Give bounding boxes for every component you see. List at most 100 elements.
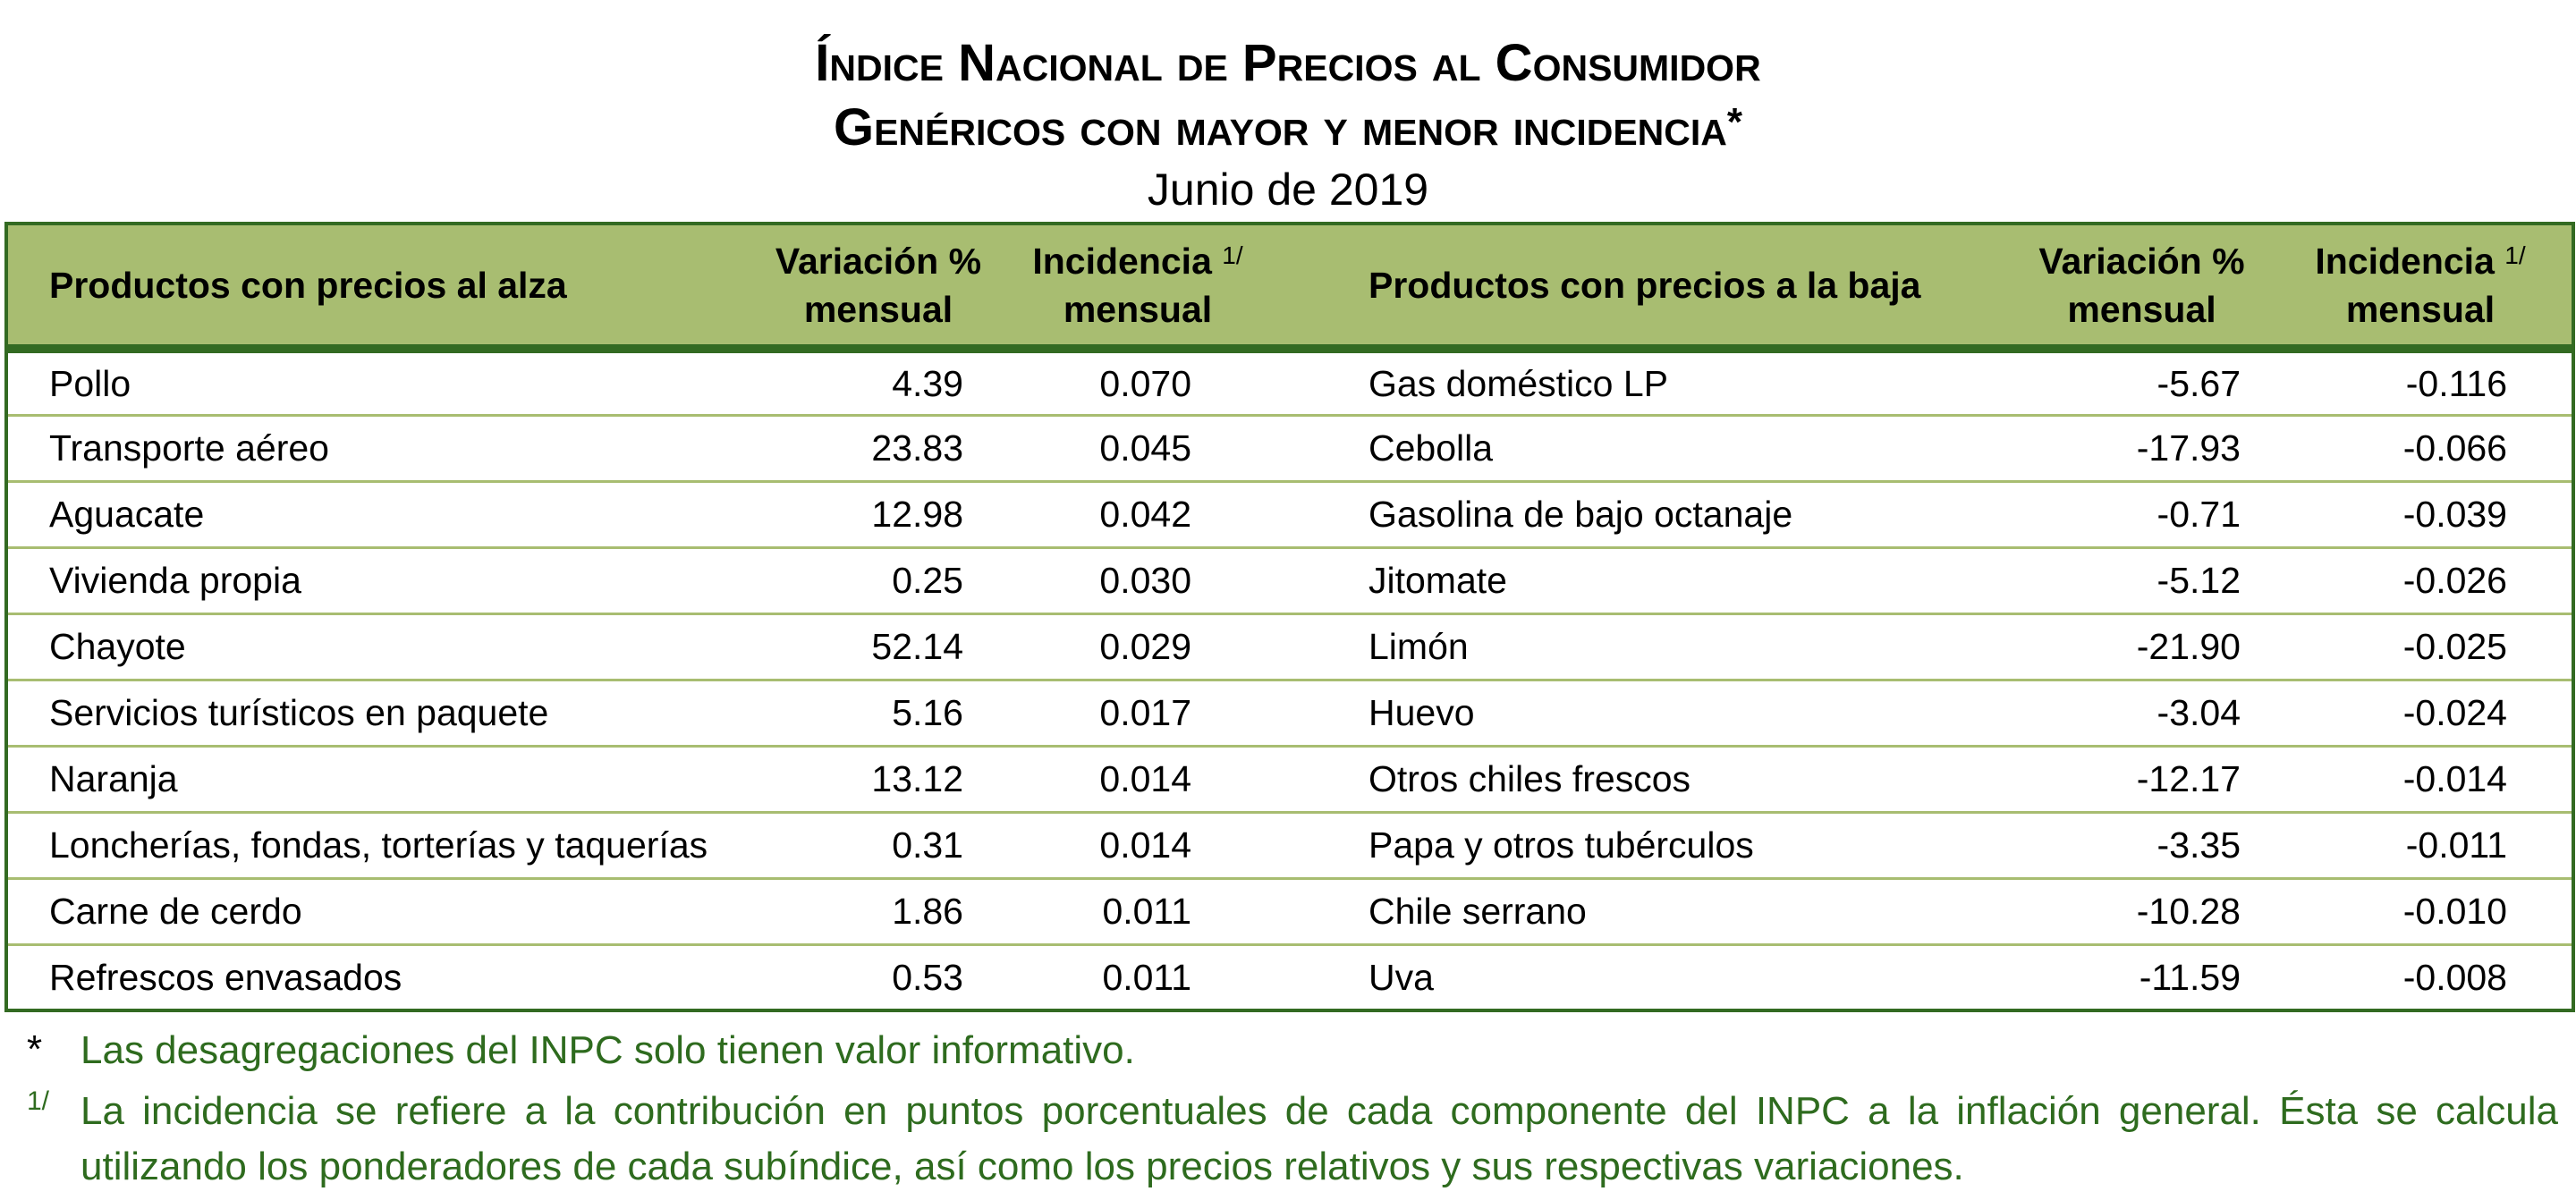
product-up-cell: Chayote — [49, 626, 186, 667]
incidence-down-cell: -0.010 — [2402, 891, 2507, 932]
footnote-incidence: 1/ La incidencia se refiere a la contrib… — [27, 1084, 2558, 1195]
incidence-down-cell: -0.066 — [2402, 427, 2507, 469]
title-line-2-text: Genéricos con mayor y menor incidencia — [833, 98, 1727, 156]
product-down-cell: Limón — [1368, 626, 1469, 667]
variation-down-cell: -10.28 — [2136, 891, 2241, 932]
table-row: Loncherías, fondas, torterías y taquería… — [6, 812, 2573, 878]
header-up-incidence: Incidencia 1/mensual — [986, 224, 1290, 349]
variation-up-cell: 13.12 — [871, 758, 963, 799]
incidence-table: Productos con precios al alza Variación … — [4, 222, 2575, 1012]
header-down-incidence: Incidencia 1/mensual — [2269, 224, 2573, 349]
table-row: Vivienda propia 0.25 0.030 Jitomate -5.12 -0.… — [6, 547, 2573, 613]
footnote-text: Las desagregaciones del INPC solo tienen… — [80, 1028, 1135, 1072]
incidence-down-cell: -0.008 — [2402, 956, 2507, 998]
header-label: mensual — [803, 288, 953, 330]
product-up-cell: Carne de cerdo — [49, 891, 302, 932]
header-label: Incidencia — [1032, 240, 1212, 282]
incidence-down-cell: -0.116 — [2405, 362, 2507, 404]
incidence-up-cell: 0.042 — [1099, 494, 1191, 535]
table-row: Naranja 13.12 0.014 Otros chiles frescos -12… — [6, 746, 2573, 812]
product-down-cell: Otros chiles frescos — [1368, 758, 1690, 799]
title-date: Junio de 2019 — [1147, 165, 1429, 215]
variation-down-cell: -0.71 — [2157, 494, 2241, 535]
product-down-cell: Chile serrano — [1368, 891, 1587, 932]
variation-up-cell: 0.25 — [892, 560, 963, 601]
product-down-cell: Jitomate — [1368, 560, 1507, 601]
table-row: Aguacate 12.98 0.042 Gasolina de bajo octan… — [6, 481, 2573, 547]
footnote-asterisk: * Las desagregaciones del INPC solo tien… — [27, 1023, 2558, 1078]
footnote-text: La incidencia se refiere a la contribuci… — [80, 1089, 2558, 1188]
product-down-cell: Gas doméstico LP — [1368, 362, 1668, 404]
table-row: Carne de cerdo 1.86 0.011 Chile serrano -10.… — [6, 878, 2573, 944]
product-down-cell: Papa y otros tubérculos — [1368, 824, 1754, 866]
incidence-down-cell: -0.025 — [2402, 626, 2507, 667]
incidence-down-cell: -0.039 — [2402, 494, 2507, 535]
product-up-cell: Loncherías, fondas, torterías y taquería… — [49, 824, 708, 866]
table-row: Refrescos envasados 0.53 0.011 Uva -11.59 -0.… — [6, 944, 2573, 1010]
table-row: Servicios turísticos en paquete 5.16 0.017… — [6, 680, 2573, 746]
variation-down-cell: -5.67 — [2157, 362, 2241, 404]
variation-up-cell: 4.39 — [892, 362, 963, 404]
title-line-2: Genéricos con mayor y menor incidencia* — [0, 97, 2576, 159]
variation-down-cell: -3.35 — [2157, 824, 2241, 866]
title-line-1: Índice Nacional de Precios al Consumidor — [815, 34, 1761, 92]
variation-up-cell: 23.83 — [871, 427, 963, 469]
table-header-row: Productos con precios al alza Variación … — [6, 224, 2573, 349]
product-down-cell: Huevo — [1368, 692, 1475, 733]
variation-up-cell: 0.53 — [892, 956, 963, 998]
product-up-cell: Transporte aéreo — [49, 427, 329, 469]
incidence-up-cell: 0.070 — [1099, 362, 1191, 404]
header-down-products: Productos con precios a la baja — [1368, 264, 1921, 306]
header-up-variation: Variación % mensual — [771, 224, 986, 349]
variation-up-cell: 5.16 — [892, 692, 963, 733]
footnote-ref: 1/ — [1222, 241, 1243, 269]
table-row: Chayote 52.14 0.029 Limón -21.90 -0.025 — [6, 613, 2573, 680]
variation-up-cell: 12.98 — [871, 494, 963, 535]
table-row: Pollo 4.39 0.070 Gas doméstico LP -5.67 -0.11… — [6, 349, 2573, 415]
incidence-down-cell: -0.024 — [2402, 692, 2507, 733]
header-up-products: Productos con precios al alza — [49, 264, 567, 306]
variation-down-cell: -3.04 — [2157, 692, 2241, 733]
footnotes: * Las desagregaciones del INPC solo tien… — [27, 1023, 2558, 1200]
incidence-up-cell: 0.017 — [1099, 692, 1191, 733]
incidence-up-cell: 0.011 — [1102, 891, 1191, 932]
variation-down-cell: -21.90 — [2136, 626, 2241, 667]
header-label: mensual — [2345, 288, 2496, 330]
product-up-cell: Servicios turísticos en paquete — [49, 692, 549, 733]
incidence-down-cell: -0.014 — [2402, 758, 2507, 799]
variation-down-cell: -11.59 — [2139, 956, 2241, 998]
incidence-up-cell: 0.011 — [1102, 956, 1191, 998]
product-down-cell: Uva — [1368, 956, 1434, 998]
incidence-up-cell: 0.030 — [1099, 560, 1191, 601]
header-label: mensual — [1063, 288, 1213, 330]
variation-down-cell: -17.93 — [2136, 427, 2241, 469]
variation-down-cell: -12.17 — [2136, 758, 2241, 799]
incidence-down-cell: -0.026 — [2402, 560, 2507, 601]
incidence-up-cell: 0.045 — [1099, 427, 1191, 469]
header-label: Variación % — [2038, 240, 2245, 282]
footnote-mark: 1/ — [27, 1086, 50, 1116]
incidence-down-cell: -0.011 — [2405, 824, 2507, 866]
incidence-up-cell: 0.014 — [1099, 824, 1191, 866]
product-up-cell: Refrescos envasados — [49, 956, 402, 998]
variation-up-cell: 1.86 — [892, 891, 963, 932]
header-label: Variación % — [775, 240, 982, 282]
product-up-cell: Naranja — [49, 758, 178, 799]
header-label: mensual — [2067, 288, 2216, 330]
table-row: Transporte aéreo 23.83 0.045 Cebolla -17.93 -… — [6, 415, 2573, 481]
variation-up-cell: 0.31 — [892, 824, 963, 866]
footnote-ref: 1/ — [2504, 241, 2526, 269]
header-down-variation: Variación % mensual — [2014, 224, 2269, 349]
incidence-up-cell: 0.014 — [1099, 758, 1191, 799]
footnote-mark: * — [27, 1027, 43, 1071]
product-up-cell: Aguacate — [49, 494, 205, 535]
product-up-cell: Pollo — [49, 362, 131, 404]
product-down-cell: Cebolla — [1368, 427, 1494, 469]
variation-up-cell: 52.14 — [871, 626, 963, 667]
incidence-up-cell: 0.029 — [1099, 626, 1191, 667]
product-up-cell: Vivienda propia — [49, 560, 301, 601]
product-down-cell: Gasolina de bajo octanaje — [1368, 494, 1793, 535]
variation-down-cell: -5.12 — [2157, 560, 2241, 601]
header-label: Incidencia — [2315, 240, 2495, 282]
title-asterisk: * — [1726, 100, 1743, 144]
